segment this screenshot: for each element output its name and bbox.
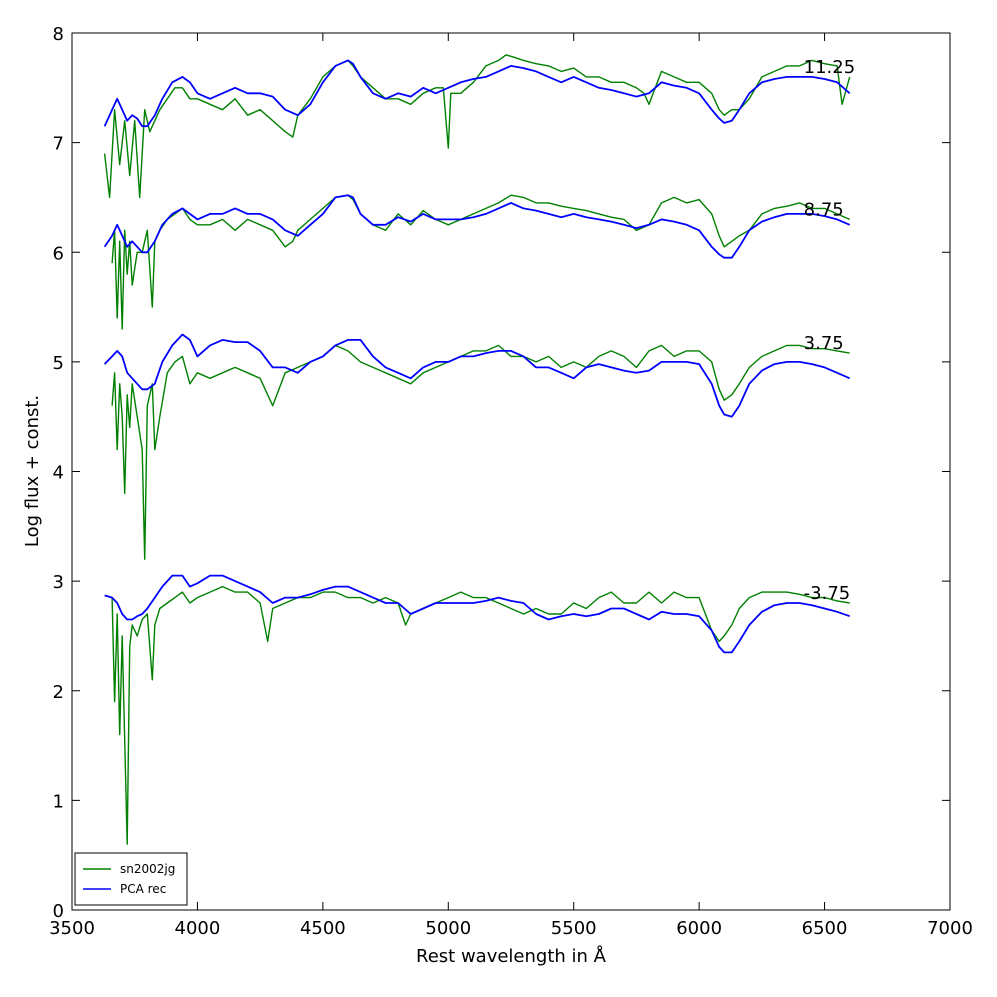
x-tick-label: 4500 bbox=[300, 918, 346, 939]
phase-label: -3.75 bbox=[804, 583, 851, 604]
x-tick-label: 3500 bbox=[49, 918, 95, 939]
x-ticks: 3500 4000 4500 5000 5500 6000 6500 7000 bbox=[49, 33, 973, 939]
series-line-pca-rec-spectrum-1 bbox=[103, 59, 851, 128]
series-line-pca-rec-spectrum-2 bbox=[103, 194, 851, 259]
legend-label-sn2002jg: sn2002jg bbox=[120, 862, 175, 876]
plot-frame bbox=[71, 32, 951, 911]
series-line-pca-rec-spectrum-3 bbox=[103, 333, 851, 418]
x-tick-label: 5500 bbox=[551, 918, 597, 939]
y-tick-label: 4 bbox=[53, 463, 64, 484]
y-tick-label: 0 bbox=[53, 901, 64, 922]
series-line-sn2002jg-spectrum-3 bbox=[111, 344, 850, 560]
y-tick-label: 7 bbox=[53, 134, 64, 155]
y-tick-label: 8 bbox=[53, 24, 64, 45]
y-axis-title: Log flux + const. bbox=[22, 395, 43, 547]
legend-label-pca-rec: PCA rec bbox=[120, 882, 166, 896]
series-layer bbox=[103, 54, 851, 845]
x-tick-label: 6000 bbox=[676, 918, 722, 939]
phase-label: 3.75 bbox=[804, 333, 844, 354]
y-tick-label: 6 bbox=[53, 243, 64, 264]
y-ticks: 0 1 2 3 4 5 6 7 8 bbox=[53, 24, 950, 922]
series-line-sn2002jg-spectrum-4 bbox=[111, 585, 850, 845]
y-tick-label: 2 bbox=[53, 682, 64, 703]
x-tick-label: 6500 bbox=[802, 918, 848, 939]
legend-box bbox=[74, 852, 188, 906]
phase-label: 11.25 bbox=[804, 57, 856, 78]
x-tick-label: 4000 bbox=[175, 918, 221, 939]
x-tick-label: 5000 bbox=[425, 918, 471, 939]
phase-labels: 11.25 8.75 3.75 -3.75 bbox=[804, 57, 856, 604]
series-line-sn2002jg-spectrum-1 bbox=[103, 54, 851, 199]
y-tick-label: 5 bbox=[53, 353, 64, 374]
y-tick-label: 1 bbox=[53, 791, 64, 812]
series-line-pca-rec-spectrum-4 bbox=[104, 574, 850, 654]
legend: sn2002jg PCA rec bbox=[74, 852, 188, 906]
y-tick-label: 3 bbox=[53, 572, 64, 593]
x-axis-title: Rest wavelength in Å bbox=[416, 945, 607, 967]
x-tick-label: 7000 bbox=[927, 918, 973, 939]
phase-label: 8.75 bbox=[804, 199, 844, 220]
